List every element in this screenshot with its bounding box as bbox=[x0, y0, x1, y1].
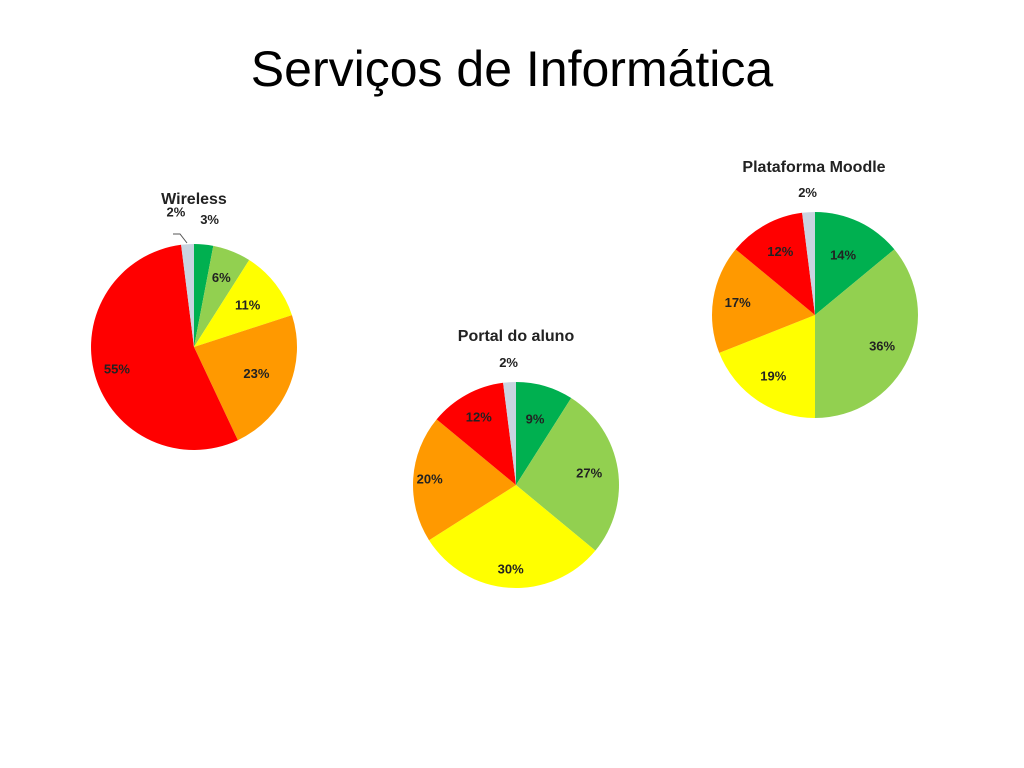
pie-slice bbox=[194, 260, 292, 347]
pie-slice bbox=[194, 244, 214, 347]
pie-slice bbox=[815, 249, 918, 418]
data-label: 9% bbox=[526, 412, 545, 427]
pie-slice bbox=[181, 244, 194, 347]
data-label: 11% bbox=[235, 297, 261, 312]
pie-chart-portal-do-aluno: Portal do aluno 9% 27% 30% 20% 12% 2% bbox=[413, 328, 619, 588]
pie-slice bbox=[735, 212, 815, 315]
pie-chart-wireless: Wireless 3% 6% 11% 23% 55% 2% bbox=[91, 191, 298, 450]
pie-slice bbox=[429, 485, 596, 588]
data-label: 14% bbox=[830, 247, 856, 262]
chart-title: Portal do aluno bbox=[458, 328, 575, 345]
data-label: 6% bbox=[212, 270, 231, 285]
pie-slice bbox=[413, 419, 516, 541]
data-label: 17% bbox=[725, 295, 751, 310]
data-label: 27% bbox=[576, 465, 602, 480]
pie-slice bbox=[711, 249, 815, 353]
pie-slice bbox=[719, 315, 815, 418]
data-label: 23% bbox=[243, 366, 269, 381]
data-label: 12% bbox=[767, 244, 793, 259]
data-label: 20% bbox=[417, 472, 443, 487]
data-label: 2% bbox=[798, 185, 817, 200]
data-label: 2% bbox=[499, 355, 518, 370]
data-label: 55% bbox=[104, 361, 130, 376]
pie-slice bbox=[436, 382, 516, 485]
data-label: 12% bbox=[466, 409, 492, 424]
pie-slice bbox=[802, 212, 815, 315]
slide-title: Serviços de Informática bbox=[250, 41, 774, 97]
pie-slice bbox=[516, 382, 572, 485]
chart-title: Plataforma Moodle bbox=[742, 159, 885, 176]
leader-line bbox=[173, 233, 188, 244]
data-label: 19% bbox=[760, 368, 786, 383]
pie-slice bbox=[194, 315, 298, 441]
data-label: 3% bbox=[200, 212, 219, 227]
pie-slice bbox=[815, 212, 895, 315]
chart-title: Wireless bbox=[161, 191, 227, 208]
data-label: 36% bbox=[869, 339, 895, 354]
pie-slice bbox=[503, 382, 516, 485]
pie-slice bbox=[516, 398, 619, 551]
data-label: 30% bbox=[498, 561, 524, 576]
data-label: 2% bbox=[167, 205, 186, 220]
pie-slice bbox=[91, 244, 238, 450]
pie-chart-plataforma-moodle: Plataforma Moodle 14% 36% 19% 17% 12% 2% bbox=[711, 159, 918, 418]
pie-slice bbox=[194, 245, 250, 347]
